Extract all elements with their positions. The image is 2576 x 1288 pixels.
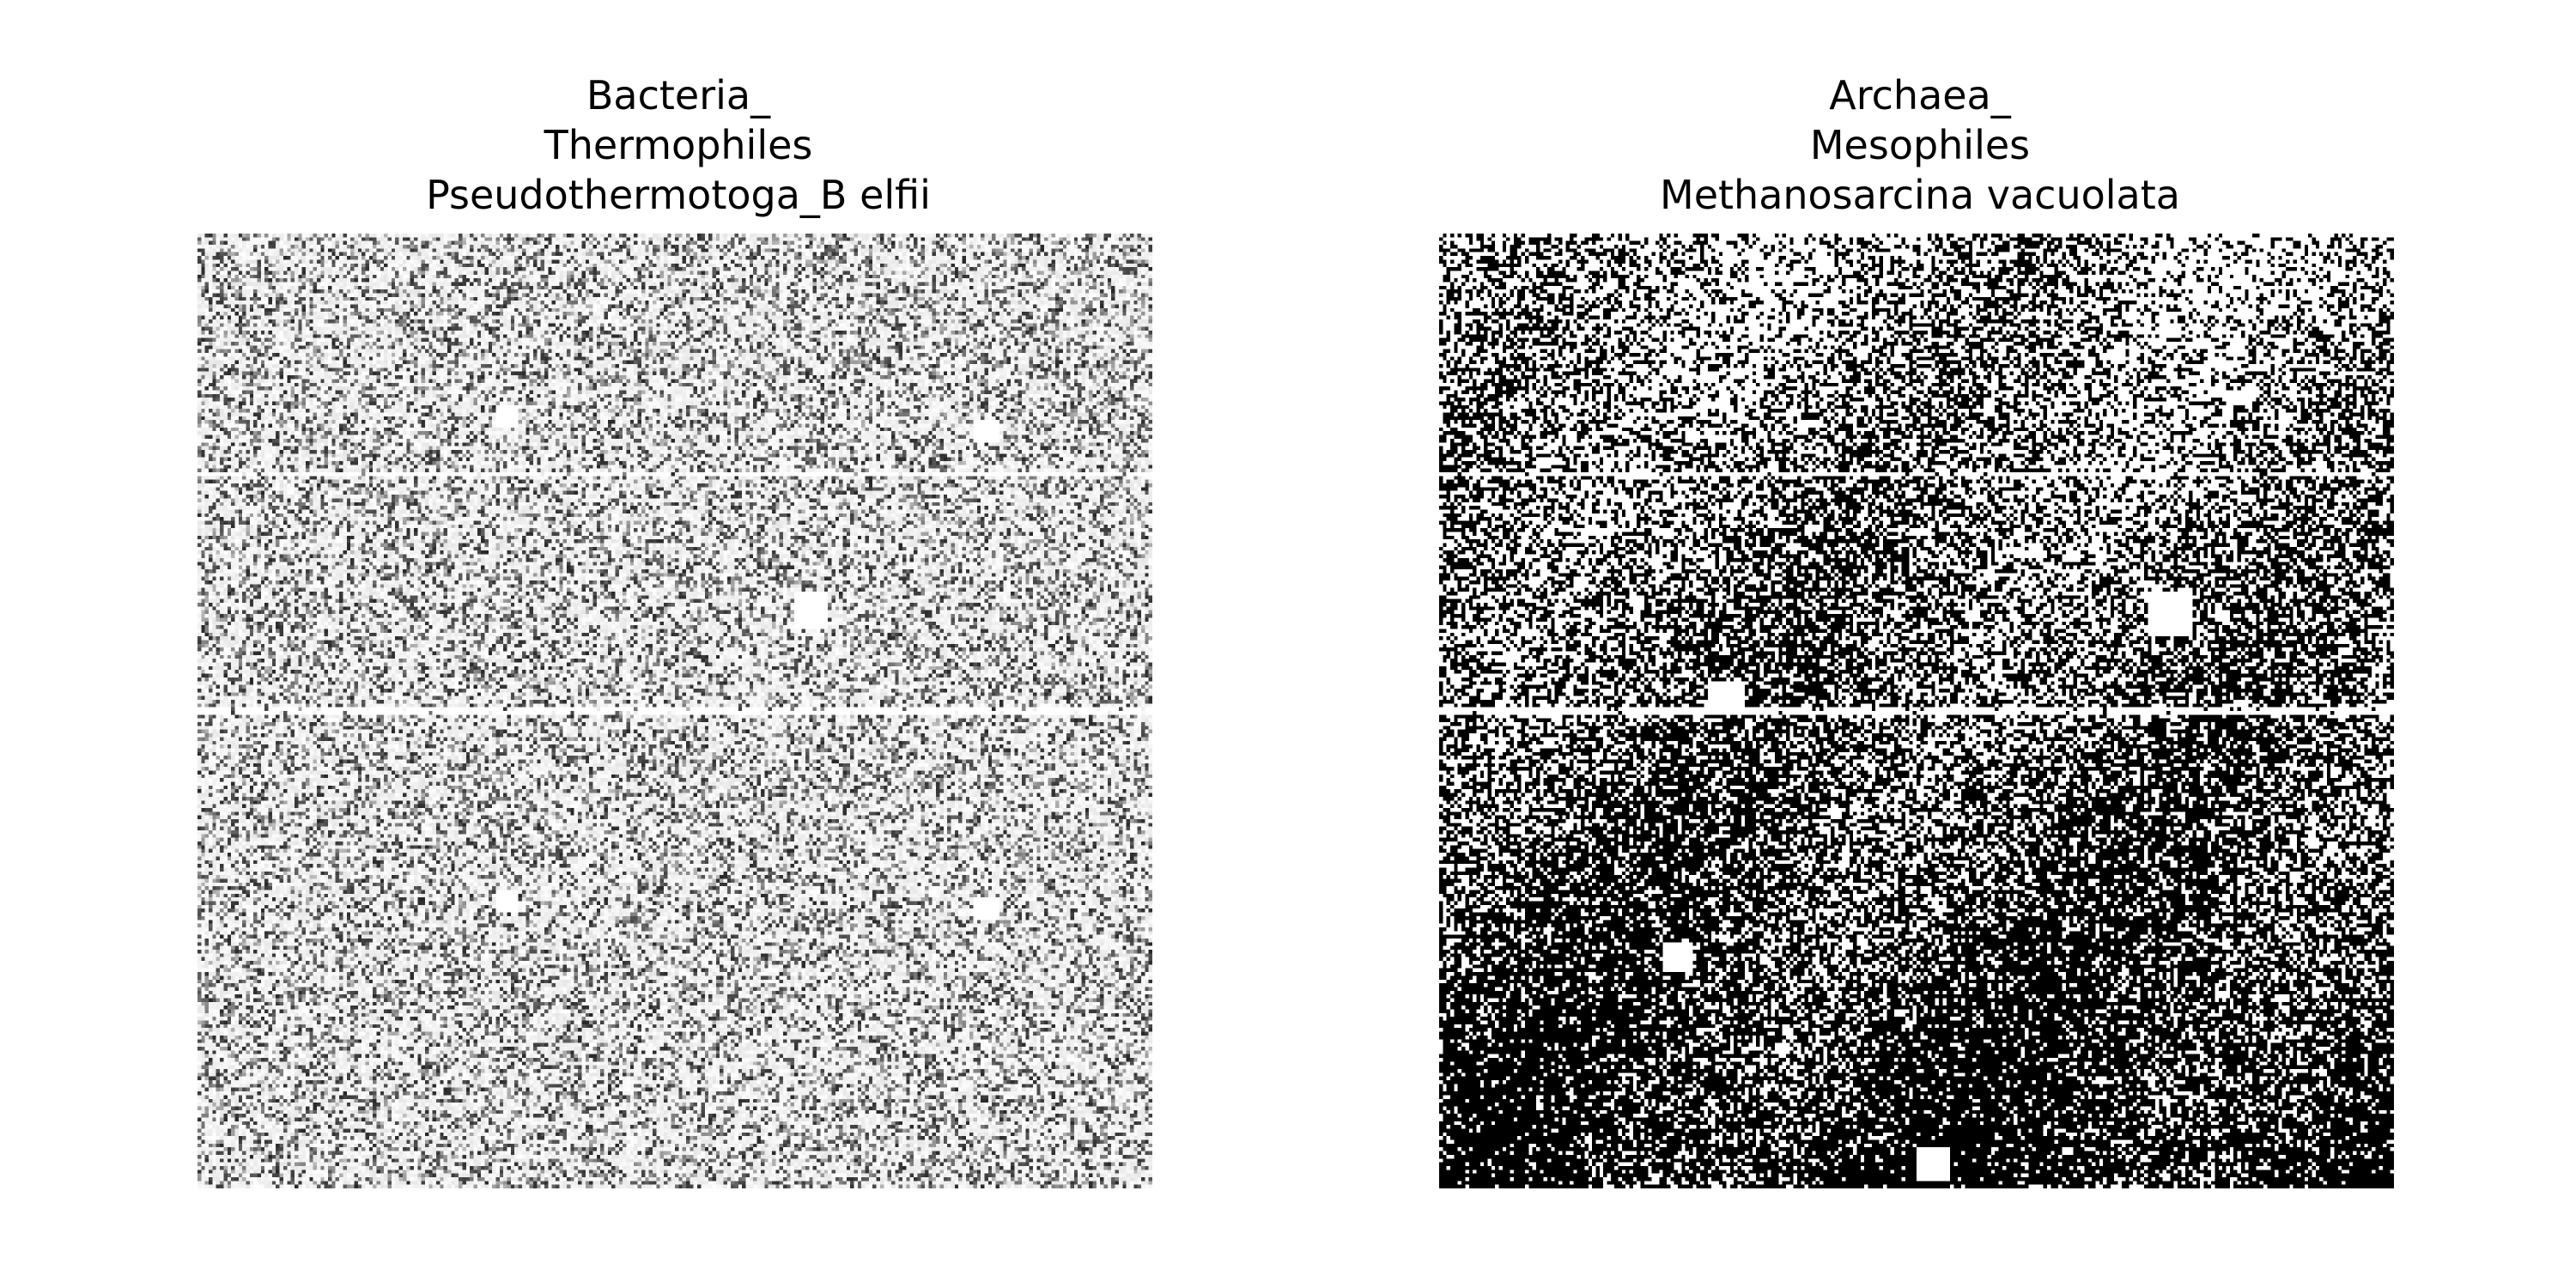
heatmap-image bbox=[1439, 234, 2394, 1188]
heatmap-image bbox=[197, 234, 1152, 1188]
title-line-domain: Archaea_ bbox=[1829, 72, 2011, 118]
heatmap-panel-bacteria: Bacteria_ Thermophiles Pseudothermotoga_… bbox=[197, 0, 1159, 1288]
title-line-species: Methanosarcina vacuolata bbox=[1660, 172, 2180, 218]
chart-title: Archaea_ Mesophiles Methanosarcina vacuo… bbox=[1439, 70, 2401, 220]
title-line-group: Mesophiles bbox=[1809, 122, 2031, 168]
chart-title: Bacteria_ Thermophiles Pseudothermotoga_… bbox=[197, 70, 1159, 220]
title-line-domain: Bacteria_ bbox=[586, 72, 771, 118]
title-line-species: Pseudothermotoga_B elfii bbox=[426, 172, 931, 218]
heatmap-panel-archaea: Archaea_ Mesophiles Methanosarcina vacuo… bbox=[1439, 0, 2401, 1288]
title-line-group: Thermophiles bbox=[544, 122, 813, 168]
